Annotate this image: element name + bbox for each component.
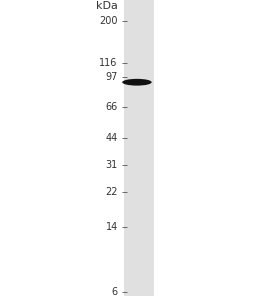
Text: 97: 97 [105, 72, 118, 82]
Text: 14: 14 [105, 222, 118, 232]
Text: 116: 116 [99, 59, 118, 68]
Text: 66: 66 [105, 102, 118, 112]
Text: 200: 200 [99, 16, 118, 26]
Ellipse shape [122, 79, 152, 86]
Text: 6: 6 [112, 287, 118, 296]
Text: 44: 44 [105, 133, 118, 143]
Bar [124, 0, 154, 296]
Text: 22: 22 [105, 187, 118, 197]
Text: 31: 31 [105, 160, 118, 170]
Text: kDa: kDa [96, 1, 118, 12]
